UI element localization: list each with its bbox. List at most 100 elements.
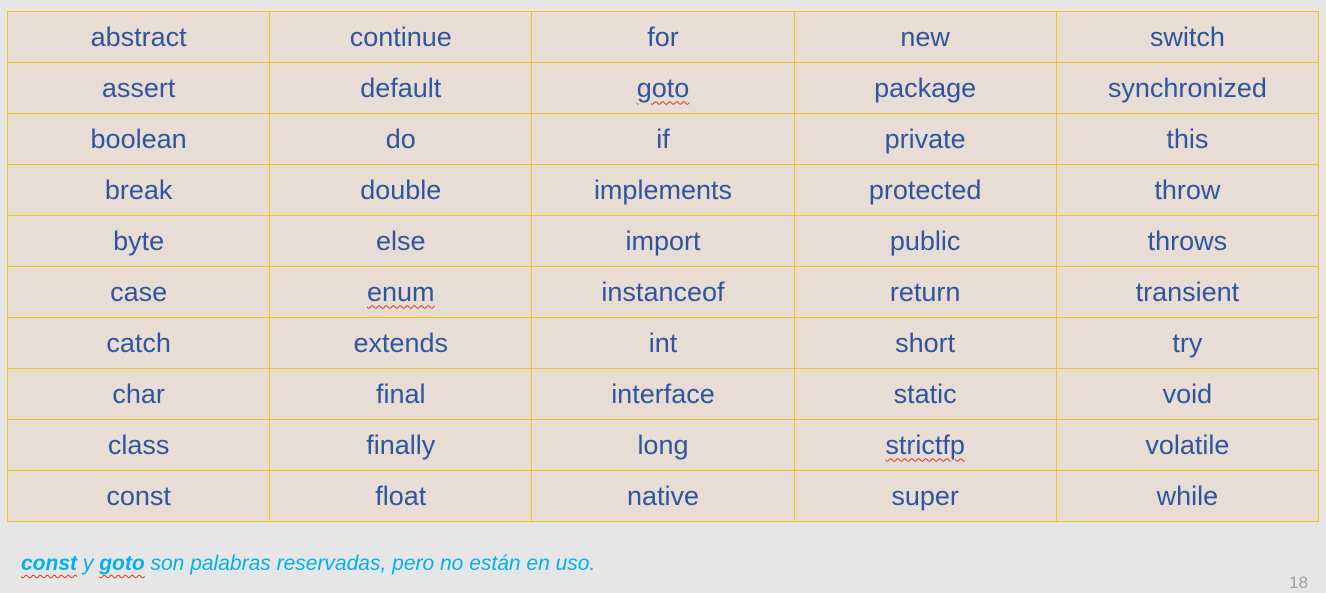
keyword-cell: boolean — [6, 113, 271, 165]
keyword-cell: throw — [1055, 164, 1320, 216]
keyword-cell: do — [269, 113, 533, 165]
keyword-text: instanceof — [601, 276, 725, 307]
keyword-text: extends — [353, 327, 449, 358]
keyword-text: assert — [101, 72, 176, 103]
keyword-cell: super — [793, 470, 1057, 522]
keyword-cell: abstract — [6, 11, 271, 63]
keyword-cell: this — [1055, 113, 1320, 165]
keyword-cell: while — [1055, 470, 1320, 522]
keyword-cell: float — [269, 470, 533, 522]
keyword-cell: const — [6, 470, 271, 522]
footnote-text: son palabras reservadas, pero no están e… — [144, 552, 596, 575]
keyword-cell: void — [1055, 368, 1320, 420]
keyword-cell: transient — [1055, 266, 1320, 318]
footnote-keyword-const: const — [21, 552, 78, 575]
keywords-table-body: abstract continue for new switch assert defaul… — [6, 11, 1320, 522]
keyword-text: else — [376, 225, 426, 256]
table-row: catch extends int short try — [6, 317, 1320, 369]
keyword-cell: interface — [531, 368, 795, 420]
keyword-cell: volatile — [1055, 419, 1320, 471]
keyword-text: finally — [366, 429, 436, 460]
keyword-text: byte — [113, 225, 165, 256]
keyword-text: const — [106, 480, 171, 511]
keyword-text: static — [893, 378, 957, 409]
table-row: case enum instanceof return transient — [6, 266, 1320, 318]
keyword-cell: extends — [269, 317, 533, 369]
keyword-cell: char — [6, 368, 271, 420]
keyword-text: native — [626, 480, 699, 511]
keyword-cell: default — [269, 62, 533, 114]
keyword-text: private — [884, 123, 966, 154]
keyword-text: super — [891, 480, 959, 511]
keyword-cell: finally — [269, 419, 533, 471]
keyword-text: strictfp — [885, 429, 965, 460]
keyword-cell: try — [1055, 317, 1320, 369]
keyword-cell: byte — [6, 215, 271, 267]
keyword-text: goto — [636, 72, 690, 103]
keyword-text: break — [104, 174, 173, 205]
keyword-cell: public — [793, 215, 1057, 267]
keyword-text: case — [110, 276, 168, 307]
keyword-text: catch — [106, 327, 171, 358]
table-row: break double implements protected throw — [6, 164, 1320, 216]
keyword-cell: switch — [1055, 11, 1320, 63]
keyword-text: int — [648, 327, 678, 358]
keyword-cell: break — [6, 164, 271, 216]
footnote: const y goto son palabras reservadas, pe… — [21, 552, 595, 576]
keyword-text: while — [1156, 480, 1219, 511]
keyword-cell: throws — [1055, 215, 1320, 267]
keyword-cell: new — [793, 11, 1057, 63]
page-number: 18 — [1289, 573, 1308, 592]
table-row: char final interface static void — [6, 368, 1320, 420]
keyword-cell: case — [6, 266, 271, 318]
keyword-cell: assert — [6, 62, 271, 114]
keyword-text: return — [889, 276, 961, 307]
keyword-text: new — [900, 21, 950, 52]
keyword-text: default — [360, 72, 442, 103]
keyword-cell: long — [531, 419, 795, 471]
table-row: assert default goto package synchronized — [6, 62, 1320, 114]
keyword-cell: for — [531, 11, 795, 63]
keyword-cell: implements — [531, 164, 795, 216]
footnote-keyword-goto: goto — [99, 552, 145, 575]
keyword-cell: catch — [6, 317, 271, 369]
keyword-cell: short — [793, 317, 1057, 369]
keyword-text: float — [375, 480, 427, 511]
keyword-cell: class — [6, 419, 271, 471]
keyword-text: interface — [611, 378, 715, 409]
keyword-cell: double — [269, 164, 533, 216]
keyword-text: package — [874, 72, 977, 103]
keyword-text: continue — [349, 21, 452, 52]
keyword-text: try — [1172, 327, 1203, 358]
keyword-cell: if — [531, 113, 795, 165]
keyword-cell: else — [269, 215, 533, 267]
keyword-text: synchronized — [1107, 72, 1267, 103]
keyword-text: if — [656, 123, 670, 154]
table-row: abstract continue for new switch — [6, 11, 1320, 63]
keyword-cell: int — [531, 317, 795, 369]
java-keywords-table: abstract continue for new switch assert defaul… — [6, 11, 1320, 522]
keyword-text: throw — [1154, 174, 1221, 205]
keyword-cell: private — [793, 113, 1057, 165]
keyword-cell: protected — [793, 164, 1057, 216]
keyword-cell: native — [531, 470, 795, 522]
keyword-text: enum — [367, 276, 435, 307]
keyword-text: implements — [593, 174, 732, 205]
keyword-text: for — [647, 21, 679, 52]
keyword-cell: static — [793, 368, 1057, 420]
keyword-cell: final — [269, 368, 533, 420]
keyword-text: short — [895, 327, 956, 358]
keyword-text: double — [360, 174, 442, 205]
keyword-text: this — [1166, 123, 1209, 154]
keyword-text: final — [376, 378, 426, 409]
keyword-text: abstract — [90, 21, 187, 52]
keyword-text: char — [112, 378, 165, 409]
keyword-text: switch — [1149, 21, 1225, 52]
keyword-cell: import — [531, 215, 795, 267]
keyword-cell: return — [793, 266, 1057, 318]
keyword-text: void — [1162, 378, 1213, 409]
keyword-text: long — [637, 429, 689, 460]
keyword-cell: synchronized — [1055, 62, 1320, 114]
keyword-cell: strictfp — [793, 419, 1057, 471]
keyword-text: throws — [1147, 225, 1228, 256]
